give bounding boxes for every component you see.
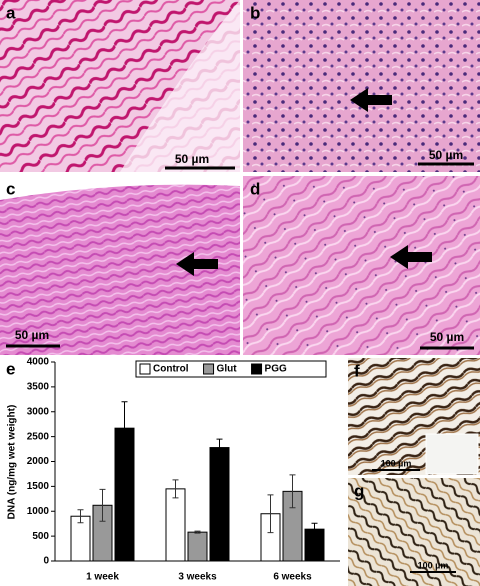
y-tick-label: 3000 [27, 406, 50, 417]
y-tick-label: 1000 [27, 506, 50, 517]
scale-bar-label: 100 µm [418, 560, 449, 570]
panel-label: g [354, 481, 364, 500]
panel-label: c [6, 179, 15, 198]
error-bar [99, 488, 106, 522]
x-tick-label: 1 week [86, 572, 119, 583]
bar [165, 488, 186, 562]
scale-bar-label: 50 µm [175, 152, 209, 166]
panel-label: b [250, 3, 260, 22]
scale-bar-label: 100 µm [381, 458, 412, 468]
background [0, 176, 240, 200]
inset [425, 433, 479, 475]
background [120, 0, 240, 172]
error-bar [311, 522, 318, 536]
scale-bar-label: 50 µm [15, 328, 49, 342]
panel-label: d [250, 179, 260, 198]
arrow [390, 245, 432, 269]
y-tick-label: 500 [32, 531, 49, 542]
scale-bar-label: 50 µm [430, 330, 464, 344]
micrograph-g [348, 478, 480, 586]
legend-box [135, 360, 327, 378]
y-tick-label: 2000 [27, 456, 50, 467]
x-tick-label: 3 weeks [178, 572, 217, 583]
micrograph-b [243, 0, 480, 172]
y-axis-title: DNA (ng/mg wet weight) [7, 405, 18, 520]
y-tick-label: 4000 [27, 357, 50, 368]
error-bar [194, 530, 201, 534]
error-bar [267, 494, 274, 534]
panel-label: f [354, 361, 360, 380]
y-tick-label: 2500 [27, 431, 50, 442]
legend-swatch [139, 363, 151, 375]
micrograph-d [243, 176, 480, 355]
x-tick-label: 6 weeks [273, 572, 312, 583]
arrow [176, 252, 218, 276]
scale-bar-label: 50 µm [429, 148, 463, 162]
error-bar [172, 479, 179, 499]
legend-label: PGG [265, 364, 287, 375]
panel-label: e [6, 359, 15, 378]
bar [187, 531, 208, 562]
y-tick-label: 0 [43, 556, 49, 567]
y-tick-label: 3500 [27, 382, 50, 393]
legend-label: Glut [217, 364, 238, 375]
legend-label: Control [153, 364, 189, 375]
error-bar [289, 474, 296, 509]
error-bar [121, 401, 128, 456]
bar-chart: 0 500 1000 1500 2000 2500 3000 3500 4000 1 week 3 … [27, 357, 340, 583]
arrow [350, 88, 392, 112]
error-bar [216, 438, 223, 457]
panel-label: a [6, 3, 16, 22]
error-bar [77, 509, 84, 524]
legend-swatch [251, 363, 263, 375]
bar [209, 447, 230, 562]
legend-swatch [203, 363, 215, 375]
y-tick-label: 1500 [27, 481, 50, 492]
